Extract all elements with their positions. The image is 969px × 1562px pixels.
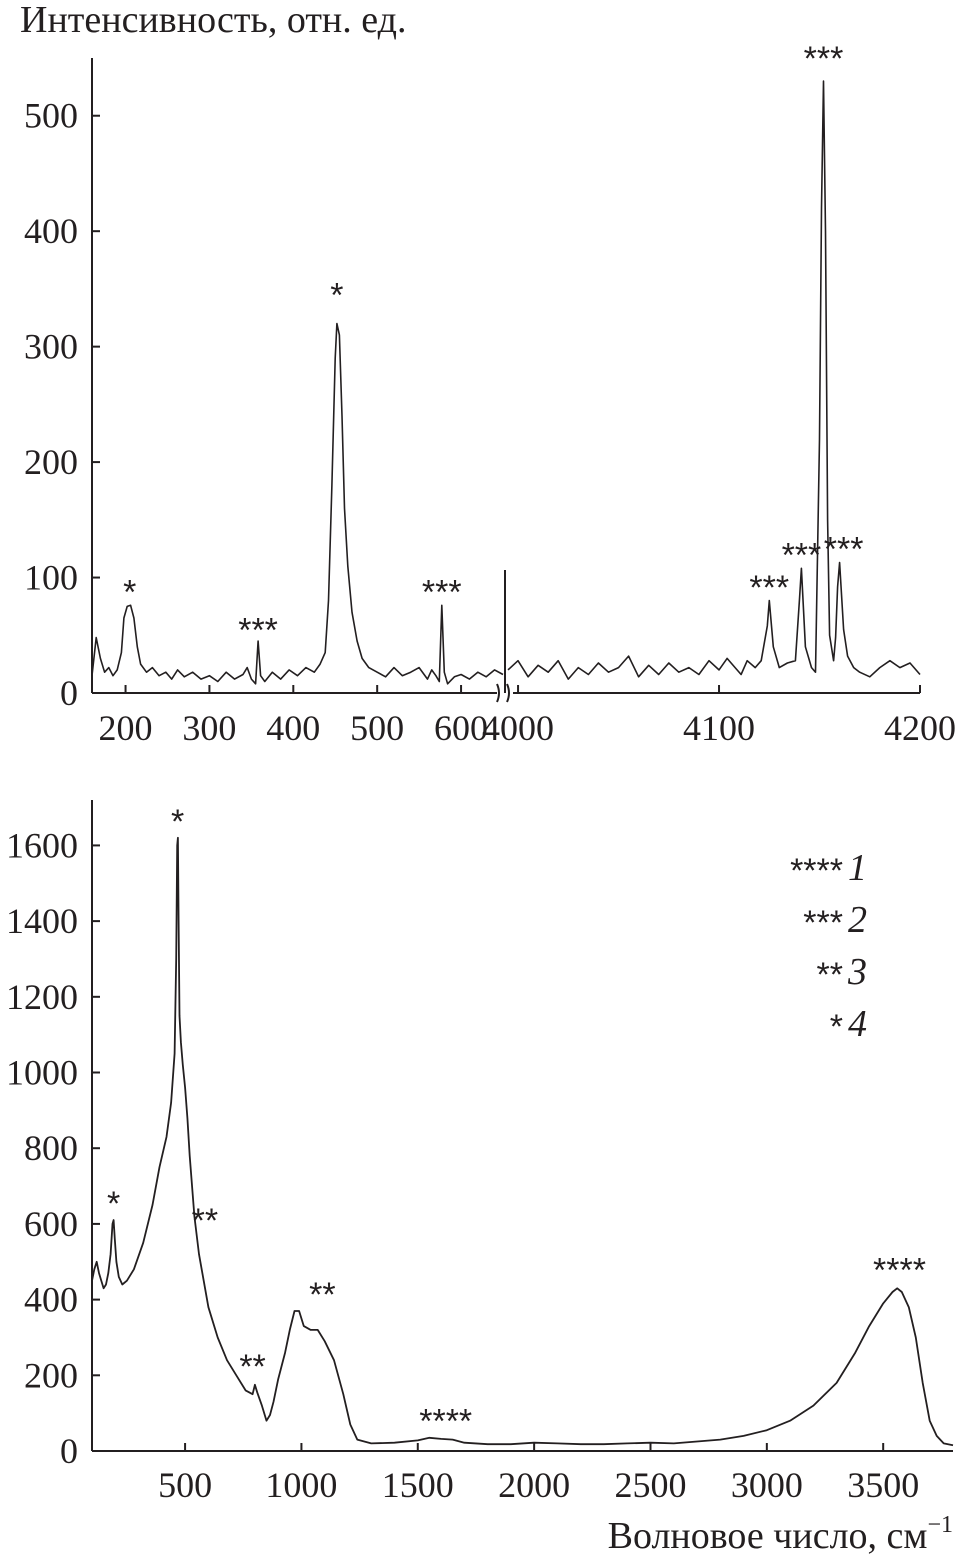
bottom-x-tick-label: 2000 [498, 1465, 570, 1505]
bottom-y-tick-label: 1600 [6, 825, 78, 865]
legend-marker: *** [803, 904, 843, 942]
top-x-tick-label: 4000 [482, 708, 554, 748]
legend-label: 2 [848, 899, 867, 941]
bottom-ticks: 0 200 400 600 800 1000 1200 1400 1600 500 1000 1500… [6, 825, 919, 1505]
top-peak-annotation: *** [749, 569, 789, 607]
bottom-x-tick-label: 1500 [382, 1465, 454, 1505]
top-peak-annotations: ******** ************ [123, 40, 863, 650]
bottom-peak-annotation: * [107, 1185, 120, 1223]
bottom-x-tick-label: 3000 [731, 1465, 803, 1505]
bottom-y-tick-label: 600 [24, 1204, 78, 1244]
legend-marker: ** [817, 956, 843, 994]
x-axis-title-superscript: −1 [927, 1512, 953, 1538]
top-peak-annotation: * [123, 573, 136, 611]
top-y-tick-label: 100 [24, 558, 78, 598]
top-x-tick-label: 200 [99, 708, 153, 748]
legend-label: 3 [847, 951, 867, 993]
top-y-tick-label: 500 [24, 96, 78, 136]
top-y-tick-label: 200 [24, 442, 78, 482]
top-spectrum-line-segment-1 [91, 322, 504, 685]
top-axes [91, 58, 920, 703]
top-spectrum-line-segment-2 [507, 80, 921, 680]
bottom-axes [91, 800, 953, 1452]
top-series [91, 80, 921, 685]
top-x-tick-label: 500 [350, 708, 404, 748]
axis-break-mark [496, 683, 510, 703]
bottom-y-tick-label: 200 [24, 1355, 78, 1395]
top-peak-annotation: * [330, 277, 343, 315]
bottom-x-tick-label: 2500 [614, 1465, 686, 1505]
top-peak-annotation: *** [238, 612, 278, 650]
top-peak-annotation: *** [804, 40, 844, 78]
top-x-tick-label: 600 [434, 708, 488, 748]
bottom-y-tick-label: 800 [24, 1128, 78, 1168]
bottom-peak-annotation: **** [419, 1403, 472, 1441]
bottom-peak-annotations: **************** [107, 803, 926, 1441]
legend-marker: * [830, 1008, 843, 1046]
top-x-tick-label: 400 [266, 708, 320, 748]
top-peak-annotation: *** [824, 531, 864, 569]
top-peak-annotation: *** [422, 573, 462, 611]
bottom-x-tick-label: 3500 [847, 1465, 919, 1505]
x-axis-title-text: Волновое число, см [608, 1515, 928, 1557]
bottom-peak-annotation: ** [309, 1276, 335, 1314]
bottom-peak-annotation: **** [873, 1251, 926, 1289]
top-peak-annotation: *** [782, 536, 822, 574]
top-raman-spectrum-chart: Интенсивность, отн. ед. 0 100 200 300 400 500… [20, 0, 956, 748]
top-x-tick-label: 300 [182, 708, 236, 748]
bottom-spectrum-line [91, 836, 954, 1447]
bottom-y-tick-label: 400 [24, 1280, 78, 1320]
bottom-series [91, 836, 954, 1447]
bottom-x-tick-label: 500 [158, 1465, 212, 1505]
legend-marker: **** [790, 852, 843, 890]
bottom-peak-annotation: ** [192, 1202, 218, 1240]
top-x-tick-label: 4200 [884, 708, 956, 748]
top-y-axis-title: Интенсивность, отн. ед. [20, 0, 406, 41]
legend-label: 4 [848, 1003, 867, 1045]
legend-label: 1 [848, 847, 867, 889]
bottom-y-tick-label: 1000 [6, 1053, 78, 1093]
bottom-x-axis-title: Волновое число, см−1 [608, 1512, 953, 1557]
bottom-y-tick-label: 0 [60, 1431, 78, 1471]
top-y-tick-label: 0 [60, 673, 78, 713]
bottom-y-tick-label: 1400 [6, 901, 78, 941]
bottom-spectrum-chart: 0 200 400 600 800 1000 1200 1400 1600 500 1000 1500… [6, 800, 954, 1557]
bottom-peak-annotation: * [171, 803, 184, 841]
bottom-y-tick-label: 1200 [6, 977, 78, 1017]
top-x-tick-label: 4100 [683, 708, 755, 748]
top-y-tick-label: 400 [24, 211, 78, 251]
legend: **** 1*** 2** 3* 4 [790, 847, 867, 1046]
top-y-tick-label: 300 [24, 327, 78, 367]
bottom-x-tick-label: 1000 [265, 1465, 337, 1505]
bottom-peak-annotation: ** [239, 1348, 265, 1386]
